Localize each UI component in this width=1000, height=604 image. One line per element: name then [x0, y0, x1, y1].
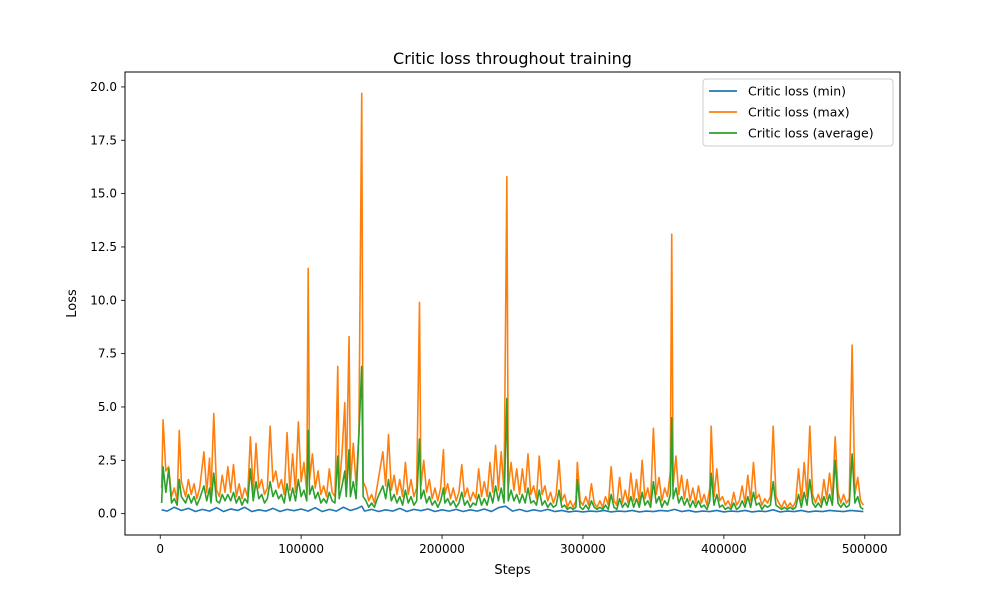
x-axis: 0 100000 200000 300000 400000 500000: [156, 535, 888, 556]
legend-box: [702, 78, 894, 147]
plot-frame: [124, 71, 901, 536]
x-tick-label: 500000: [842, 542, 888, 556]
legend-label-0: Critic loss (min): [748, 84, 846, 99]
x-tick-label: 100000: [278, 542, 324, 556]
legend: Critic loss (min) Critic loss (max) Critic…: [702, 78, 894, 147]
x-tick-label: 300000: [560, 542, 606, 556]
y-tick-label: 10.0: [90, 293, 117, 307]
legend-label-1: Critic loss (max): [748, 105, 850, 120]
x-axis-label: Steps: [494, 563, 531, 578]
legend-label-2: Critic loss (average): [748, 126, 874, 141]
y-tick-label: 20.0: [90, 80, 117, 94]
y-tick-label: 7.5: [98, 347, 117, 361]
series-line-2: [160, 365, 864, 511]
y-tick-label: 5.0: [98, 400, 117, 414]
y-axis-label: Loss: [65, 289, 80, 318]
plot-area: [160, 92, 865, 513]
x-tick-label: 400000: [701, 542, 747, 556]
series-line-1: [160, 92, 865, 509]
x-tick-label: 0: [156, 542, 164, 556]
y-axis: 0.0 2.5 5.0 7.5 10.0 12.5 15.0 17.5 20.0: [90, 80, 125, 521]
x-tick-label: 200000: [419, 542, 465, 556]
chart-title: Critic loss throughout training: [393, 49, 632, 68]
y-tick-label: 17.5: [90, 133, 117, 147]
y-tick-label: 2.5: [98, 453, 117, 467]
series-line-0: [161, 505, 864, 513]
y-tick-label: 0.0: [98, 507, 117, 521]
y-tick-label: 12.5: [90, 240, 117, 254]
y-tick-label: 15.0: [90, 187, 117, 201]
